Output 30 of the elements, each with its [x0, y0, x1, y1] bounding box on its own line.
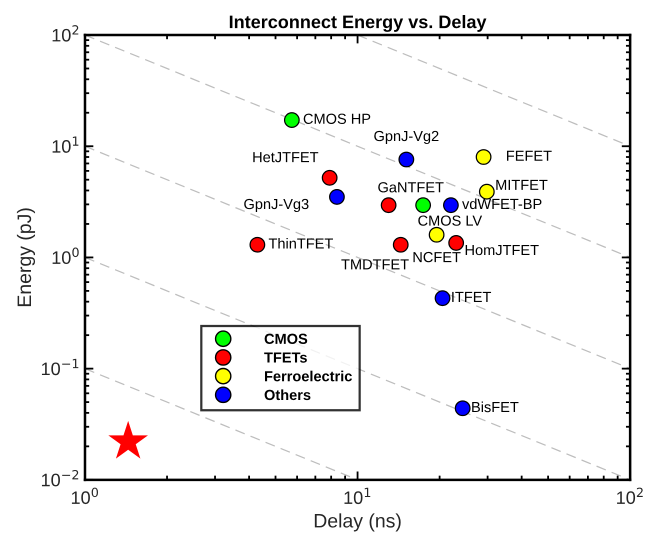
annotation: CMOS HP [304, 114, 370, 124]
annotation: ThinTFET [268, 238, 333, 249]
y-tick-label: 10$^{1}$ [52, 136, 78, 153]
annotation: ITFET [452, 292, 492, 302]
annotation: GpnJ-Vg3 [244, 198, 309, 212]
x-tick-label: 10$^{0}$ [72, 488, 98, 504]
annotation: MITFET [496, 180, 548, 190]
annotation: vdWFET-BP [462, 198, 542, 210]
annotation: TMDTFET [341, 259, 409, 270]
annotation: HetJTFET [253, 152, 318, 162]
y-tick-label: 10$^{0}$ [52, 248, 79, 264]
chart-title: Interconnect Energy vs. Delay [230, 15, 486, 32]
legend-label: Ferroelectric [264, 370, 352, 382]
y-axis-title: Energy (pJ) [16, 208, 36, 306]
x-tick-label: 10$^{2}$ [617, 488, 643, 504]
legend-label: TFETs [264, 352, 307, 363]
x-axis-title: Delay (ns) [314, 513, 401, 532]
annotation: BisFET [472, 401, 518, 412]
y-tick-label: 10$^{2}$ [52, 25, 78, 42]
annotation: HomJTFET [466, 245, 539, 256]
y-tick-label: 10$^{−2}$ [42, 470, 78, 486]
y-tick-label: 10$^{−1}$ [42, 358, 78, 376]
x-tick-label: 10$^{1}$ [344, 488, 370, 504]
legend-label: CMOS [264, 334, 308, 344]
annotation: CMOS LV [418, 215, 482, 226]
annotation: GpnJ-Vg2 [374, 130, 438, 144]
annotation: GaNTFET [378, 182, 444, 192]
legend-label: Others [264, 389, 310, 400]
annotation: FEFET [507, 150, 552, 161]
annotation: NCFET [414, 252, 461, 262]
